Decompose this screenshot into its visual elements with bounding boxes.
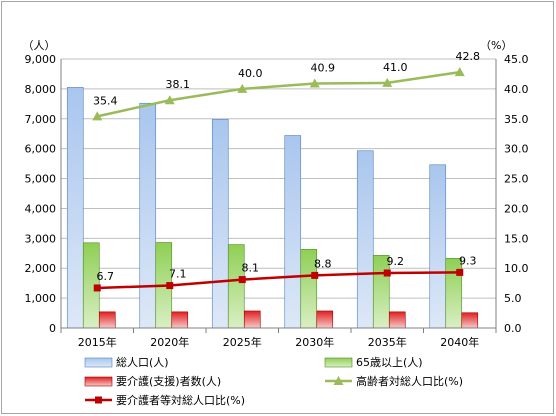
legend-marker-square: [95, 396, 102, 404]
data-label: 9.3: [459, 254, 477, 267]
x-tick-label: 2035年: [368, 335, 407, 349]
bar-2: [461, 312, 479, 329]
left-tick-label: 3,000: [25, 232, 57, 245]
right-tick-label: 25.0: [504, 173, 529, 186]
data-label: 7.1: [169, 268, 187, 281]
series-line-1: [97, 271, 460, 290]
left-tick-label: 6,000: [25, 143, 57, 156]
right-tick-label: 20.0: [504, 202, 529, 215]
left-tick-label: 2,000: [25, 262, 57, 275]
right-axis-unit: （%）: [480, 39, 512, 52]
marker-square: [456, 268, 464, 276]
left-axis-unit: （人）: [23, 39, 56, 52]
bar-1: [227, 244, 245, 329]
marker-square: [93, 284, 101, 292]
bar-2: [171, 311, 189, 329]
left-tick-label: 8,000: [25, 83, 57, 96]
bars: [66, 87, 479, 329]
data-label: 35.4: [93, 94, 118, 107]
right-tick-label: 15.0: [504, 232, 529, 245]
legend-label: 要介護者等対総人口比(%): [116, 393, 245, 407]
bar-2: [243, 310, 261, 329]
data-label: 40.9: [311, 62, 336, 75]
x-tick-label: 2040年: [440, 335, 479, 349]
bar-0: [139, 102, 157, 329]
marker-square: [166, 282, 174, 290]
x-tick-label: 2015年: [78, 335, 117, 349]
x-tick-label: 2020年: [150, 335, 189, 349]
left-tick-label: 9,000: [25, 53, 57, 66]
legend-swatch-bar: [324, 357, 353, 368]
left-tick-label: 5,000: [25, 173, 57, 186]
right-tick-label: 10.0: [504, 262, 529, 275]
right-tick-label: 40.0: [504, 83, 529, 96]
right-tick-label: 45.0: [504, 53, 529, 66]
right-tick-label: 35.0: [504, 113, 529, 126]
left-tick-label: 7,000: [25, 113, 57, 126]
left-tick-label: 0: [49, 322, 56, 335]
data-label: 38.1: [166, 78, 191, 91]
bar-0: [211, 119, 229, 329]
left-tick-label: 4,000: [25, 202, 57, 215]
marker-triangle: [382, 77, 393, 87]
marker-triangle: [309, 78, 320, 88]
legend-swatch-bar: [84, 376, 113, 387]
legend-label: 要介護(支援)者数(人): [116, 374, 221, 388]
bar-1: [445, 258, 463, 329]
right-tick-label: 30.0: [504, 143, 529, 156]
legend-marker-triangle: [333, 376, 344, 385]
data-label: 9.2: [387, 255, 405, 268]
marker-triangle: [237, 83, 248, 93]
marker-square: [238, 276, 246, 284]
bar-0: [284, 135, 302, 329]
data-label: 8.8: [314, 257, 332, 270]
bar-0: [429, 164, 447, 329]
x-tick-label: 2030年: [295, 335, 334, 349]
axes: 0 0.0 1,000 5.0 2,000 10.0 3,000 15.0 4,000 20.0 5…: [23, 39, 529, 349]
legend-swatch-bar: [84, 357, 113, 368]
legend-label: 65歳以上(人): [356, 356, 423, 369]
series-line-0: [96, 70, 460, 118]
marker-triangle: [164, 95, 175, 105]
left-tick-label: 1,000: [25, 292, 57, 305]
right-tick-label: 0.0: [504, 322, 522, 335]
data-label: 40.0: [238, 67, 263, 80]
legend-label: 高齢者対総人口比(%): [356, 374, 463, 388]
bar-2: [388, 311, 406, 329]
lines: 35.4 38.1 40.0 40.9 41.0 42.8 6.7 7.1 8.1 8.8 9.2 9…: [92, 50, 481, 292]
marker-triangle: [454, 67, 465, 77]
marker-triangle: [92, 111, 103, 121]
bar-0: [356, 150, 374, 329]
bar-2: [98, 311, 116, 329]
x-tick-label: 2025年: [223, 335, 262, 349]
data-label: 8.1: [242, 262, 260, 275]
bar-2: [316, 310, 334, 329]
marker-square: [383, 269, 391, 277]
bar-0: [66, 87, 84, 329]
marker-square: [311, 271, 319, 279]
legend: 総人口(人) 65歳以上(人) 要介護(支援)者数(人) 高齢者対総人口比(%) 要介護…: [84, 355, 463, 407]
grid: [61, 58, 496, 299]
data-label: 41.0: [383, 61, 408, 74]
legend-label: 総人口(人): [116, 355, 169, 369]
right-tick-label: 5.0: [504, 292, 522, 305]
data-label: 42.8: [456, 50, 481, 63]
data-label: 6.7: [97, 270, 115, 283]
